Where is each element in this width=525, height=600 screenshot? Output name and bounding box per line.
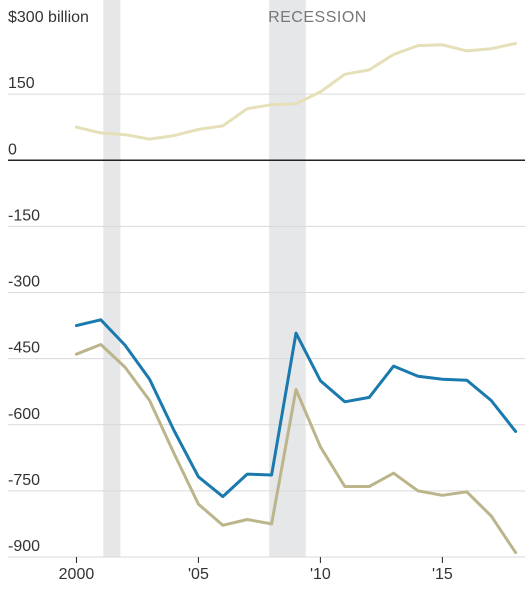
y-tick-label: -900 — [8, 538, 40, 555]
x-tick-label: '05 — [188, 566, 209, 583]
recession-bands — [103, 0, 306, 557]
y-axis-tick-labels: $300 billion 150 0 -150 -300 -450 -600 -750 -900 — [8, 9, 89, 555]
y-tick-label: -150 — [8, 207, 40, 224]
recession-band-2 — [269, 0, 306, 557]
y-tick-label: -750 — [8, 472, 40, 489]
y-tick-label: $300 billion — [8, 9, 89, 26]
series-line-3 — [74, 343, 518, 555]
x-tick-label: '10 — [310, 566, 331, 583]
y-tick-label: -600 — [8, 406, 40, 423]
series-line-1 — [74, 41, 518, 141]
x-tick-label: 2000 — [59, 566, 95, 583]
series-line-2 — [74, 318, 518, 499]
recession-label: RECESSION — [268, 9, 367, 26]
gridlines — [8, 93, 525, 558]
y-tick-label: -300 — [8, 274, 40, 291]
y-tick-label: -450 — [8, 340, 40, 357]
x-tick-label: '15 — [432, 566, 453, 583]
y-tick-label: 0 — [8, 141, 17, 158]
x-axis-tick-labels: 2000 '05 '10 '15 — [59, 557, 453, 583]
recession-band-1 — [103, 0, 121, 557]
series-lines — [74, 41, 518, 555]
y-tick-label: 150 — [8, 75, 35, 92]
